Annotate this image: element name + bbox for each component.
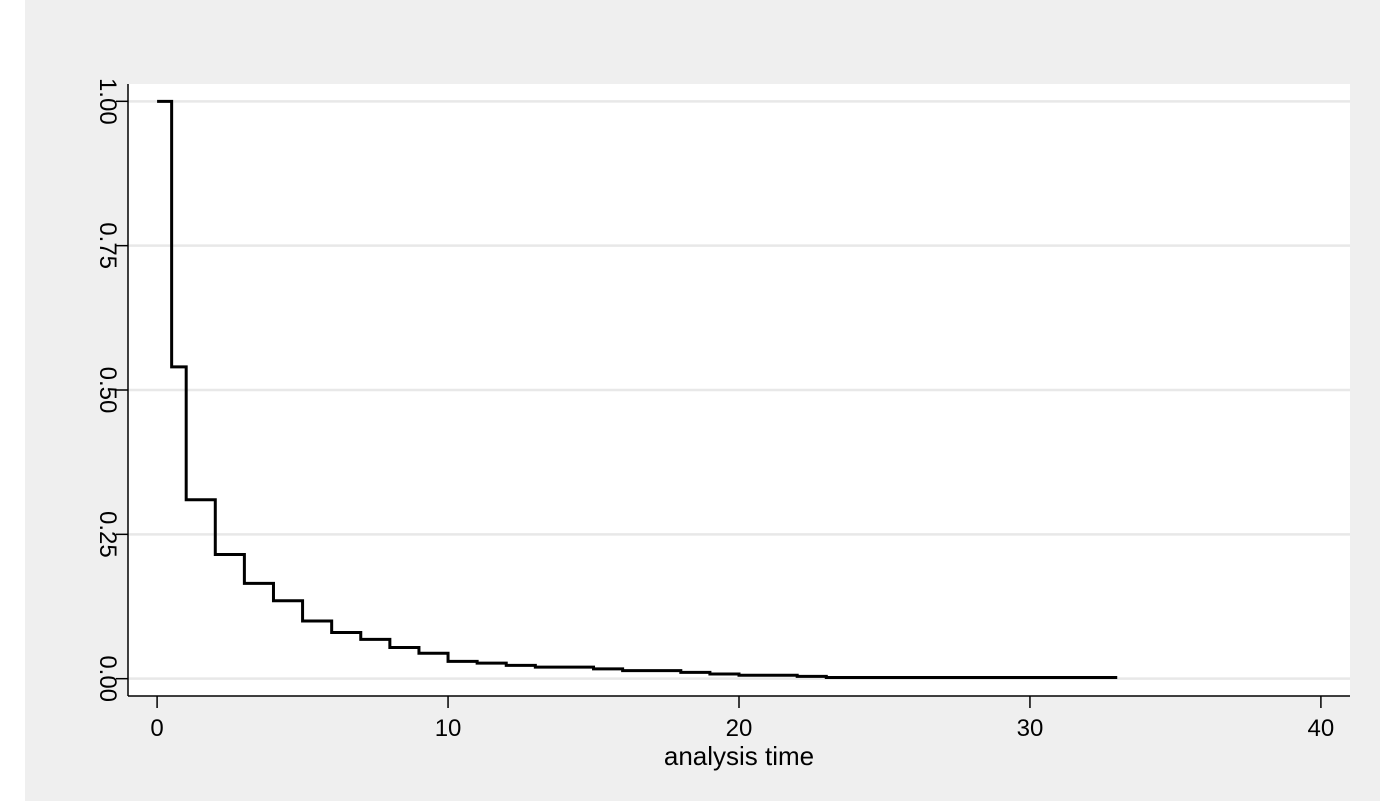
survival-step-line: [157, 99, 1118, 680]
x-axis-ticks: 0 10 20 30 40: [150, 696, 1334, 742]
y-axis-ticks: 0.00 0.25 0.50 0.75 1.00: [94, 78, 128, 702]
grid-lines: [128, 100, 1350, 680]
y-tick-label: 0.50: [94, 367, 121, 414]
x-tick-label: 40: [1308, 715, 1335, 742]
y-tick-label: 0.75: [94, 222, 121, 269]
x-tick-label: 20: [726, 715, 753, 742]
y-tick-label: 0.00: [94, 655, 121, 702]
x-tick-label: 10: [435, 715, 462, 742]
x-tick-label: 30: [1017, 715, 1044, 742]
left-border: [0, 0, 25, 801]
x-axis-label: analysis time: [664, 741, 814, 771]
x-tick-label: 0: [150, 715, 163, 742]
y-tick-label: 0.25: [94, 511, 121, 558]
y-tick-label: 1.00: [94, 78, 121, 125]
